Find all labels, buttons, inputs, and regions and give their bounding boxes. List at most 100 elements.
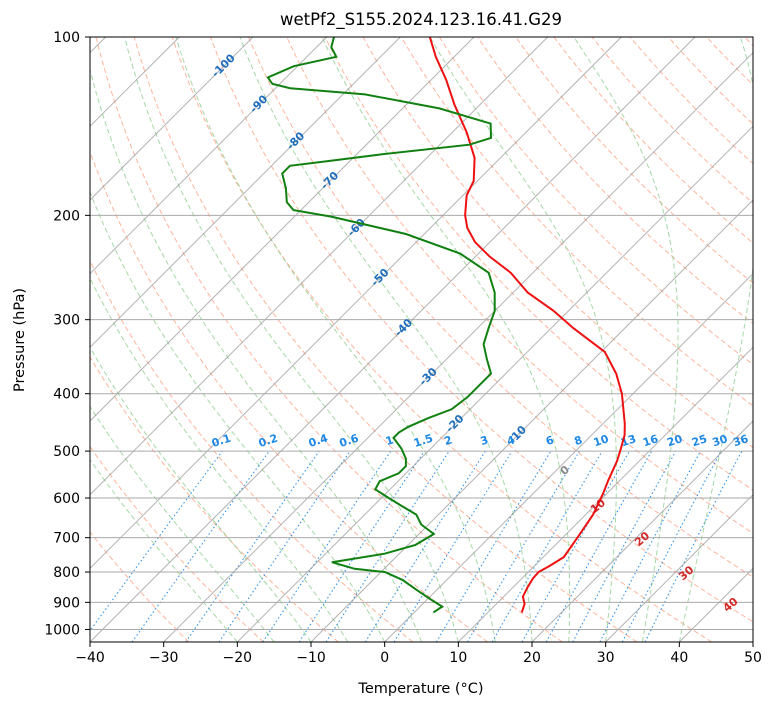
y-tick-label: 400 <box>53 387 80 403</box>
isotherm-line <box>457 346 753 642</box>
y-axis-label: Pressure (hPa) <box>12 288 28 392</box>
dewpoint-line <box>266 37 496 614</box>
isotherm-line <box>90 37 254 201</box>
dry-adiabat-line <box>133 37 638 642</box>
mixing-ratio-line <box>131 450 270 642</box>
y-tick-label: 1000 <box>44 622 80 638</box>
dry-adiabat-line <box>553 37 753 244</box>
isotherm-line <box>90 37 549 496</box>
moist-adiabat-line <box>678 37 753 642</box>
x-tick-label: 10 <box>449 650 467 666</box>
isotherm-line <box>531 420 753 642</box>
mixing-ratio-label: 0.6 <box>338 431 361 449</box>
moist-adiabat-line <box>90 405 275 642</box>
mixing-ratio-label: 8 <box>573 433 584 448</box>
moist-adiabat-line <box>175 37 496 642</box>
y-tick-label: 900 <box>53 595 80 611</box>
y-tick-label: 200 <box>53 208 80 224</box>
mixing-ratio-label: 36 <box>731 432 750 449</box>
isotherm-line <box>605 493 753 642</box>
isotherm-line <box>90 37 696 642</box>
isotherm-line <box>90 37 401 349</box>
mixing-ratio-line <box>218 450 351 642</box>
mixing-ratio-label: 20 <box>665 432 684 449</box>
chart-title: wetPf2_S155.2024.123.16.41.G29 <box>280 10 562 30</box>
isotherm-line <box>384 272 753 642</box>
y-tick-label: 500 <box>53 444 80 460</box>
mixing-ratio-line <box>185 450 320 642</box>
mixing-ratio-label: 16 <box>641 432 660 449</box>
mixing-ratio-label: 4 <box>505 433 517 448</box>
moist-adiabat-line <box>90 458 238 642</box>
dry-adiabat-line <box>90 150 488 642</box>
dry-adiabat-line <box>286 37 753 534</box>
x-axis-label: Temperature (°C) <box>357 681 483 697</box>
moist-adiabats <box>90 37 753 642</box>
isobars <box>90 37 753 630</box>
mixing-ratio-label: 1.5 <box>412 432 435 450</box>
mixing-ratio-label: 0.4 <box>307 431 330 449</box>
x-tick-label: −30 <box>149 650 179 666</box>
mixing-ratio-label: 3 <box>479 433 490 448</box>
plot-frame <box>89 36 754 643</box>
mixing-ratio-label: 0.1 <box>210 432 233 450</box>
isotherms <box>90 37 753 642</box>
y-axis-ticks: 100 200 300 400 500 600 700 800 900 1000 <box>44 30 90 638</box>
x-axis-ticks: −40 −30 −20 −10 0 10 20 30 40 50 <box>75 642 762 666</box>
moist-adiabat-line <box>429 37 617 642</box>
dry-adiabat-line <box>248 37 753 578</box>
mixing-ratio-label: 6 <box>544 433 556 448</box>
moist-adiabat-line <box>90 277 349 642</box>
x-tick-label: −40 <box>75 650 105 666</box>
isotherm-line <box>310 199 753 642</box>
x-tick-label: −10 <box>296 650 326 666</box>
y-tick-label: 700 <box>53 531 80 547</box>
mixing-ratio-label: 10 <box>592 432 611 449</box>
isotherm-line <box>90 37 328 275</box>
mixing-ratio-line <box>325 450 450 642</box>
mixing-ratio-label: 30 <box>711 432 730 449</box>
mixing-ratio-line <box>572 450 677 642</box>
moist-adiabat-line <box>321 37 571 642</box>
isotherm-line <box>90 37 622 570</box>
isotherm-line <box>236 125 753 642</box>
mixing-ratio-label: 1 <box>384 433 395 448</box>
dry-adiabat-line <box>400 37 753 407</box>
isotherm-line <box>90 37 475 422</box>
dry-adiabat-line <box>477 37 753 325</box>
moist-adiabat-line <box>124 37 459 642</box>
y-tick-label: 100 <box>53 30 80 46</box>
x-tick-label: 0 <box>380 650 389 666</box>
dry-adiabat-line <box>95 37 563 642</box>
dry-adiabat-line <box>90 531 190 642</box>
x-tick-label: −20 <box>223 650 253 666</box>
dry-adiabat-line <box>210 37 753 623</box>
mixing-ratio-line <box>521 450 630 642</box>
moist-adiabat-line <box>239 37 533 642</box>
mixing-ratio-line <box>467 450 580 642</box>
dry-adiabat-line <box>90 259 414 642</box>
mixing-ratio-line <box>435 450 552 642</box>
x-tick-label: 20 <box>523 650 541 666</box>
x-tick-label: 30 <box>597 650 615 666</box>
dry-adiabat-line <box>324 37 753 491</box>
mixing-ratio-label: 25 <box>690 432 709 449</box>
mixing-ratio-label: 0.2 <box>257 432 280 450</box>
temperature-line <box>428 37 626 613</box>
dry-adiabat-line <box>438 37 753 365</box>
moist-adiabat-line <box>90 190 386 642</box>
y-tick-label: 600 <box>53 491 80 507</box>
y-tick-label: 300 <box>53 313 80 329</box>
mixing-ratio-line <box>90 450 223 632</box>
mixing-ratio-line <box>364 450 486 642</box>
moist-adiabat-line <box>573 37 679 642</box>
mixing-ratio-line <box>393 450 513 642</box>
y-tick-label: 800 <box>53 565 80 581</box>
dry-adiabat-line <box>591 37 753 204</box>
mixing-ratio-label: 2 <box>443 433 454 448</box>
x-tick-label: 50 <box>744 650 762 666</box>
moist-adiabat-line <box>90 67 422 642</box>
dry-adiabat-line <box>171 37 712 642</box>
mixing-ratio-line <box>491 450 603 642</box>
